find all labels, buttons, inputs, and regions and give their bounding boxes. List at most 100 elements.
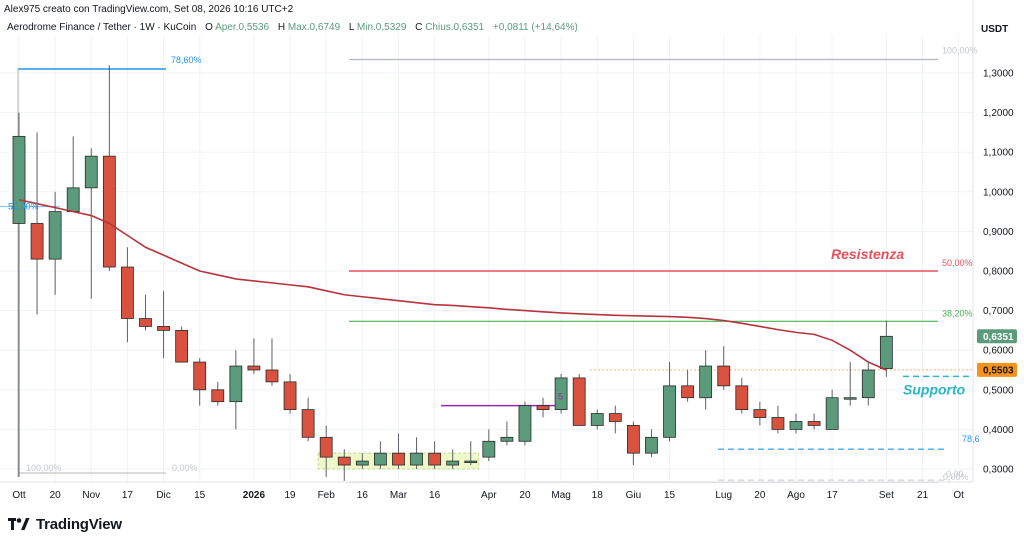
candle	[879, 320, 893, 377]
candle	[121, 247, 134, 343]
candle-body	[66, 187, 80, 212]
y-tick-label: 1,2000	[983, 108, 1014, 119]
ohlc-high: H Max.0,6749	[277, 22, 341, 33]
candle	[807, 413, 821, 430]
fib-50-label: 50,00%	[942, 258, 973, 268]
candle	[825, 389, 839, 430]
author-line: Alex975 creato con TradingView.com, Set …	[4, 4, 294, 15]
candle-body	[175, 329, 189, 363]
candle-body	[355, 460, 369, 466]
x-tick-label: Apr	[481, 490, 497, 501]
candle-body	[265, 369, 279, 383]
ohlc-low: L Min.0,5329	[348, 22, 407, 33]
candle-body	[500, 436, 514, 442]
candle-body	[428, 452, 442, 466]
fib-0-label: 0,00%	[943, 472, 969, 482]
candle-body	[12, 135, 26, 224]
symbol-info: Aerodrome Finance / Tether · 1W · KuCoin…	[7, 22, 578, 33]
x-tick-label: Mag	[551, 490, 570, 501]
candle-body	[121, 266, 134, 319]
ohlc-open: O Aper.0,5536	[205, 22, 270, 33]
candle	[30, 132, 44, 315]
candle-body	[283, 381, 297, 411]
candle-body	[789, 421, 803, 430]
candle-body	[48, 211, 62, 260]
candle	[753, 401, 767, 426]
moving-average-line	[18, 198, 887, 371]
x-tick-label: Ago	[787, 490, 805, 501]
x-tick-label: 20	[50, 490, 62, 501]
candle	[735, 377, 749, 414]
x-tick-label: Ot	[953, 490, 964, 501]
candle	[193, 358, 207, 406]
left-fib-786-label: 78,60%	[171, 55, 202, 65]
candle	[373, 441, 387, 469]
y-tick-label: 0,7000	[983, 306, 1014, 317]
candle	[48, 191, 62, 295]
y-tick-label: 0,8000	[983, 267, 1014, 278]
candle	[482, 429, 496, 462]
candle-body	[626, 425, 640, 454]
candle	[355, 453, 369, 469]
candle-body	[771, 417, 785, 430]
x-tick-label: 17	[122, 490, 134, 501]
current-price-text: 0,6351	[983, 332, 1014, 343]
candle	[175, 326, 189, 363]
candle-body	[247, 365, 261, 371]
candle	[283, 373, 297, 414]
candle-body	[717, 365, 731, 387]
fib-100-label: 100,00%	[942, 46, 978, 56]
candle-body	[879, 335, 893, 369]
candle	[645, 429, 658, 458]
x-tick-label: 19	[284, 490, 296, 501]
candle-body	[301, 409, 315, 438]
candle	[428, 441, 442, 469]
ohlc-change: +0,0811 (+14,64%)	[492, 22, 578, 33]
candle-body	[645, 436, 658, 454]
candle	[771, 405, 785, 434]
x-axis: Ott 20 Nov 17 Dic 15 2026 19 Feb 16 Mar 16 Apr 20 Mag 1…	[12, 490, 964, 501]
candle	[410, 437, 423, 469]
candle	[102, 65, 116, 271]
y-tick-label: 1,0000	[983, 187, 1014, 198]
candle-body	[753, 409, 767, 418]
candles	[12, 65, 893, 481]
candle-body	[807, 421, 821, 426]
candle	[319, 425, 333, 477]
price-chart[interactable]: 1,3000 1,2000 1,1000 1,0000 0,9000 0,8000 0,70…	[0, 0, 1024, 505]
candle-body	[392, 452, 405, 466]
blue-fib-label: 78,6	[962, 434, 980, 444]
candle	[337, 449, 351, 481]
candle	[446, 449, 460, 469]
candle-body	[410, 452, 423, 466]
candle-body	[446, 460, 460, 466]
x-tick-label: 16	[357, 490, 369, 501]
level-labels: 100,00%50,00%Resistenza38,20%Supporto78,…	[8, 46, 980, 483]
tradingview-logo[interactable]: TradingView	[8, 513, 122, 535]
candle	[681, 370, 694, 402]
candle	[84, 148, 98, 299]
x-tick-label: Nov	[82, 490, 100, 501]
candle-body	[373, 452, 387, 466]
tradingview-logo-text: TradingView	[36, 515, 122, 533]
candle-body	[229, 365, 243, 403]
candle-body	[102, 155, 116, 268]
candle	[66, 136, 80, 212]
candle-body	[608, 413, 622, 422]
y-tick-label: 1,3000	[983, 69, 1014, 80]
purple-label: 5	[558, 392, 563, 402]
left-fib-0-label: 0,00%	[172, 463, 198, 473]
left-fib-100-label: 100,00%	[26, 463, 62, 473]
symbol-name[interactable]: Aerodrome Finance / Tether · 1W · KuCoin	[7, 22, 197, 33]
candle	[536, 397, 550, 418]
candle	[464, 441, 478, 466]
x-tick-label: 16	[429, 490, 441, 501]
x-tick-label: Mar	[390, 490, 408, 501]
x-tick-label: 15	[664, 490, 676, 501]
y-tick-label: 1,1000	[983, 148, 1014, 159]
candle-body	[699, 365, 713, 399]
candle	[211, 381, 225, 406]
candle-body	[157, 326, 170, 331]
x-tick-label: Giu	[626, 490, 642, 501]
support-label: Supporto	[903, 381, 966, 397]
